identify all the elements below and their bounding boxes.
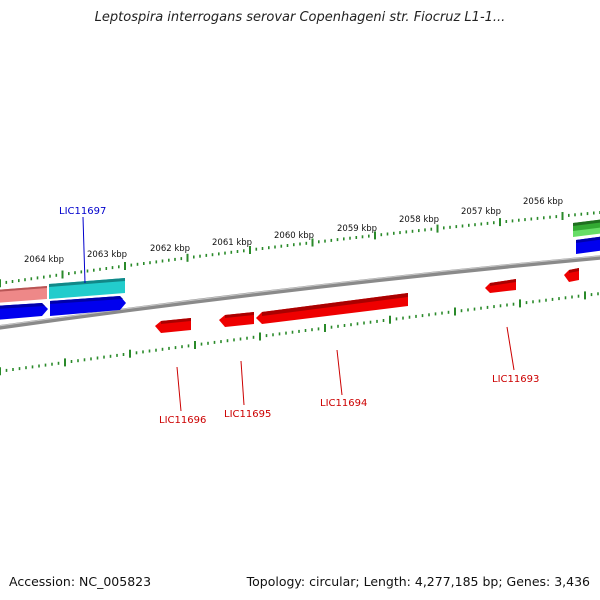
gene-label-lic11697: LIC11697 <box>59 206 106 217</box>
scale-label: 2060 kbp <box>274 231 314 241</box>
leader-line-lic11697 <box>82 216 86 284</box>
scale-label: 2056 kbp <box>523 197 563 207</box>
scale-label: 2062 kbp <box>150 244 190 254</box>
leader-line-lic11693 <box>506 326 515 371</box>
gene-label-lic11695: LIC11695 <box>224 409 271 420</box>
leader-line-lic11694 <box>336 349 343 396</box>
reverse-cds-right <box>564 268 579 282</box>
scale-label: 2061 kbp <box>212 238 252 248</box>
genome-summary-text: Topology: circular; Length: 4,277,185 bp… <box>246 574 590 589</box>
scale-label: 2059 kbp <box>337 224 377 234</box>
gene-label-lic11696: LIC11696 <box>159 415 206 426</box>
pink-feature <box>0 286 47 303</box>
gene-lic11694-feature <box>256 293 408 324</box>
outer-tick-ring <box>0 211 600 288</box>
accession-text: Accession: NC_005823 <box>9 574 152 589</box>
leader-line-lic11695 <box>240 360 245 406</box>
gene-lic11695-feature <box>219 312 254 327</box>
gene-lic11697-feature <box>49 278 125 299</box>
gene-label-lic11694: LIC11694 <box>320 398 367 409</box>
forward-cds-lic11697 <box>50 296 126 316</box>
scale-labels: 2064 kbp 2063 kbp 2062 kbp 2061 kbp 2060 kbp… <box>24 197 563 265</box>
gene-label-lic11693: LIC11693 <box>492 374 539 385</box>
scale-label: 2064 kbp <box>24 255 64 265</box>
forward-cds-right <box>576 236 600 254</box>
map-title: Leptospira interrogans serovar Copenhage… <box>94 10 506 25</box>
gene-lic11696-feature <box>155 318 191 333</box>
scale-label: 2057 kbp <box>461 207 501 217</box>
inner-tick-ring <box>0 291 599 376</box>
forward-cds-left <box>0 303 48 320</box>
leader-line-lic11696 <box>176 366 182 412</box>
scale-label: 2063 kbp <box>87 250 127 260</box>
scale-label: 2058 kbp <box>399 215 439 225</box>
genome-backbone <box>0 255 600 330</box>
green-feature-right <box>573 219 600 237</box>
gene-lic11693-feature <box>485 279 516 293</box>
